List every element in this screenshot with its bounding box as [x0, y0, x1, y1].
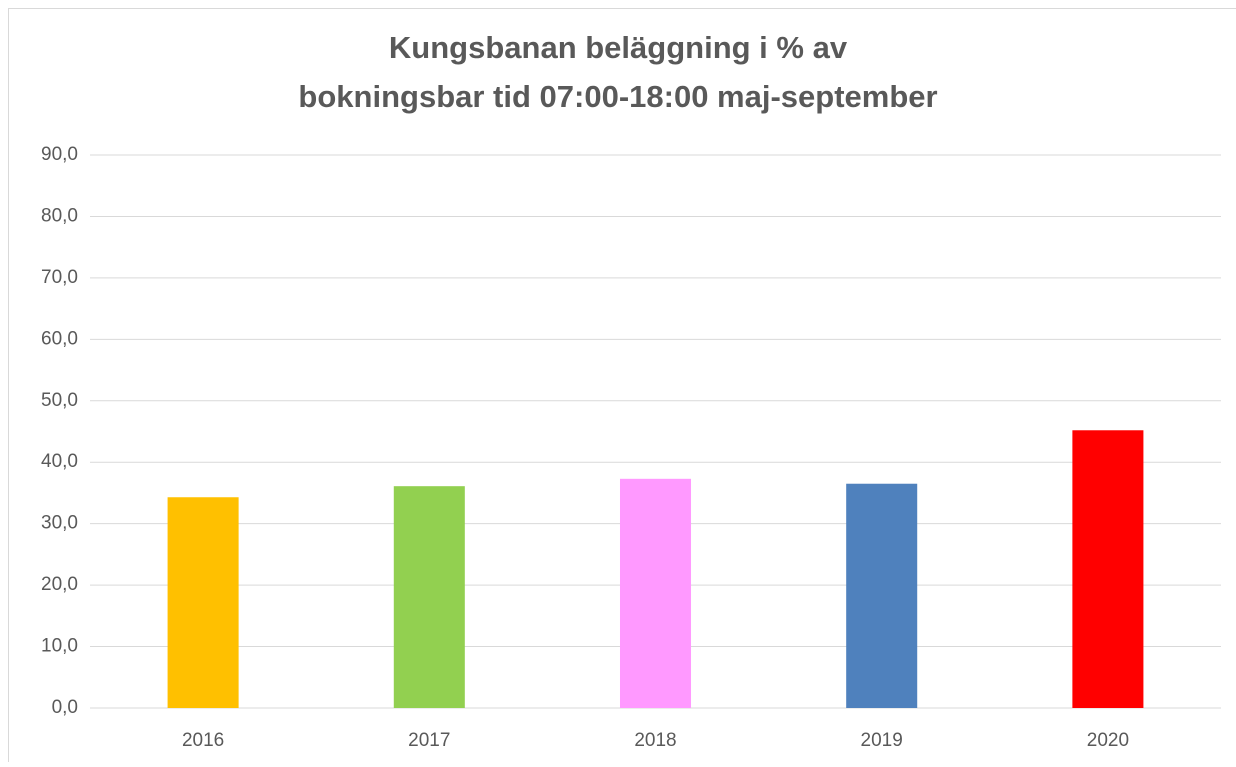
y-tick-label: 80,0	[41, 205, 78, 226]
bar	[846, 484, 917, 708]
y-tick-label: 0,0	[52, 697, 78, 718]
x-tick-label: 2016	[182, 730, 224, 751]
y-tick-label: 30,0	[41, 513, 78, 534]
y-tick-label: 60,0	[41, 328, 78, 349]
chart-title: bokningsbar tid 07:00-18:00 maj-septembe…	[298, 79, 937, 114]
y-tick-label: 90,0	[41, 144, 78, 165]
y-tick-label: 70,0	[41, 267, 78, 288]
x-tick-label: 2019	[861, 730, 903, 751]
y-tick-label: 50,0	[41, 390, 78, 411]
y-tick-label: 10,0	[41, 636, 78, 657]
x-tick-label: 2018	[634, 730, 676, 751]
y-tick-label: 20,0	[41, 574, 78, 595]
bar	[394, 486, 465, 708]
bar	[620, 479, 691, 708]
bar	[1072, 430, 1143, 708]
chart-title: Kungsbanan beläggning i % av	[389, 30, 848, 65]
x-tick-label: 2020	[1087, 730, 1129, 751]
y-tick-label: 40,0	[41, 451, 78, 472]
bar	[168, 497, 239, 708]
x-tick-label: 2017	[408, 730, 450, 751]
